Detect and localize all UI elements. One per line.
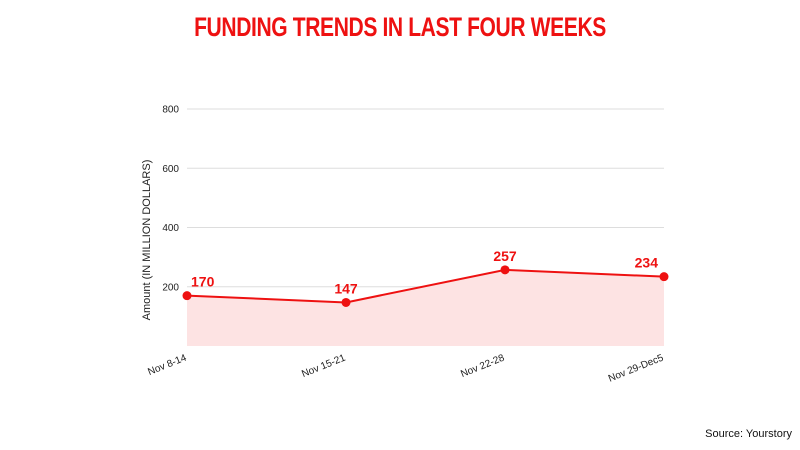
x-tick-label: Nov 15-21 xyxy=(300,352,347,380)
data-point xyxy=(182,291,192,301)
area-fill-layer xyxy=(187,269,664,346)
y-tick-label: 600 xyxy=(162,164,179,175)
data-label: 147 xyxy=(334,280,358,296)
area-fill xyxy=(187,269,664,346)
y-tick-label: 400 xyxy=(162,223,179,234)
data-point xyxy=(659,272,669,282)
chart-title: FUNDING TRENDS IN LAST FOUR WEEKS xyxy=(194,12,606,42)
data-label: 170 xyxy=(191,274,215,290)
x-tick-label: Nov 8-14 xyxy=(146,352,188,378)
x-tick-label: Nov 29-Dec5 xyxy=(607,352,666,384)
data-labels: 170 147 257 234 xyxy=(191,248,658,297)
grid-lines xyxy=(187,108,664,288)
data-point xyxy=(500,265,510,275)
x-tick-label: Nov 22-28 xyxy=(459,352,506,380)
data-point xyxy=(341,297,351,307)
y-tick-labels: 200 400 600 800 xyxy=(162,105,179,294)
y-axis-label: Amount (IN MILLION DOLLARS) xyxy=(141,160,153,321)
series-line xyxy=(186,268,665,304)
y-tick-label: 800 xyxy=(162,105,179,116)
series-line-layer xyxy=(186,268,665,304)
source-note: Source: Yourstory xyxy=(705,428,792,440)
data-label: 234 xyxy=(635,255,659,271)
data-points xyxy=(182,265,669,307)
data-label: 257 xyxy=(493,248,517,264)
x-tick-labels: Nov 8-14 Nov 15-21 Nov 22-28 Nov 29-Dec5 xyxy=(146,352,665,384)
y-tick-label: 200 xyxy=(162,282,179,293)
